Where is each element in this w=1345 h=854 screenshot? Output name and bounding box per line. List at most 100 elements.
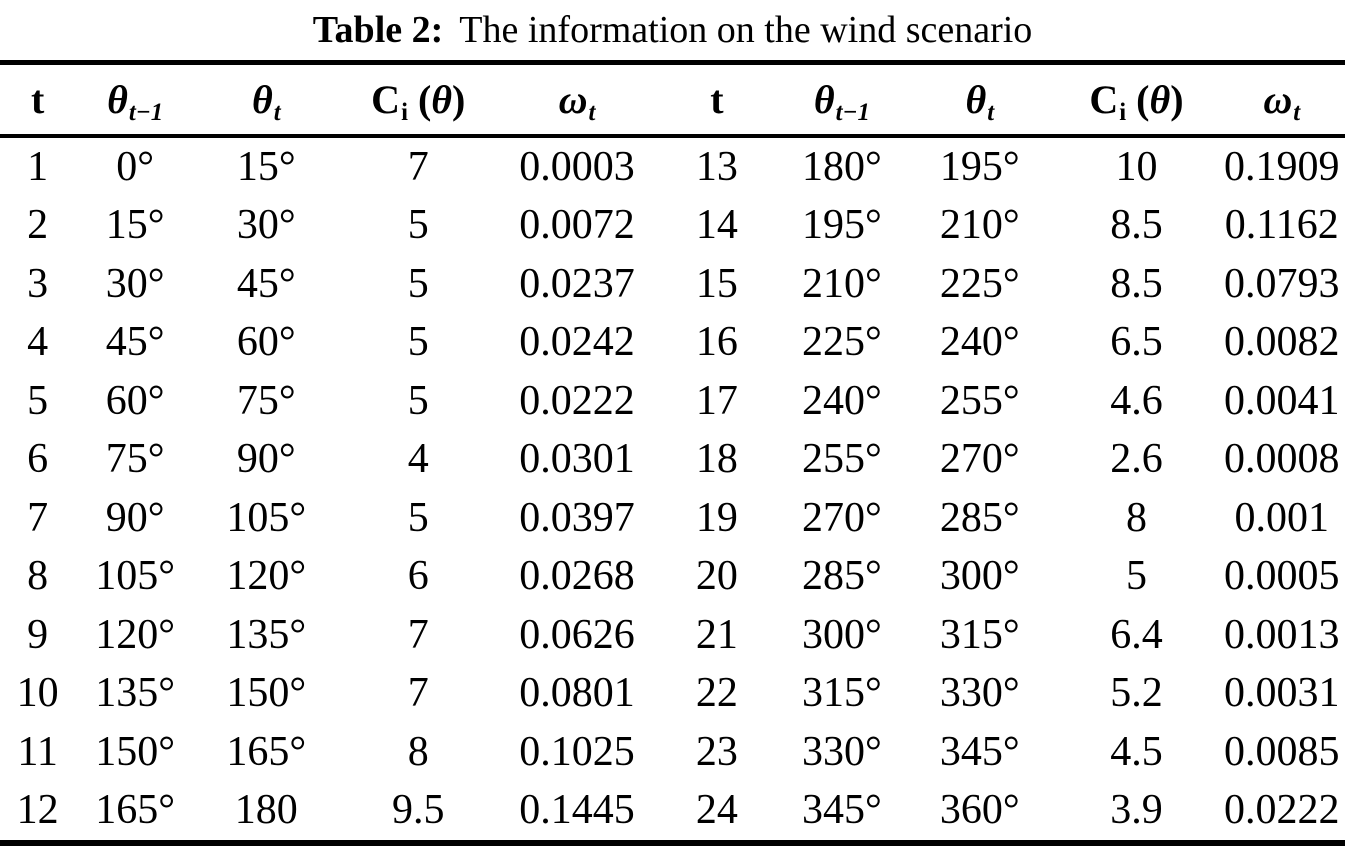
table-cell: 285° [939, 494, 1020, 541]
table-cell: 3.9 [1110, 787, 1163, 834]
table-cell: 4 [27, 319, 49, 366]
table-cell: 90° [105, 494, 165, 541]
table-cell: 2 [27, 202, 49, 249]
table-cell: 6.4 [1110, 611, 1163, 658]
table-cell: 180° [802, 143, 882, 190]
table-cell: 0.0801 [519, 670, 635, 717]
table-cell: 8 [407, 728, 429, 775]
table-row: 11 150° 165° 8 0.1025 23 330° 345° 4.5 0.0085 [0, 723, 1345, 782]
table-row: 5 60° 75° 5 0.0222 17 240° 255° 4.6 0.0041 [0, 372, 1345, 431]
table-cell: 0.0085 [1224, 728, 1340, 775]
column-header: ωt [1263, 76, 1301, 126]
table-row: 12 165° 180 9.5 0.1445 24 345° 360° 3.9 0.0222 [0, 781, 1345, 843]
table-cell: 16 [695, 319, 738, 366]
column-header: θt [251, 76, 281, 126]
table-cell: 8.5 [1110, 260, 1163, 307]
wind-scenario-table: t θt−1 θt Ci (θ) ωt t θt−1 θt Ci (θ) ωt 1 0° 15° 7 0.… [0, 60, 1345, 846]
table-cell: 240° [802, 377, 882, 424]
table-cell: 15 [695, 260, 738, 307]
table-cell: 180 [234, 787, 298, 834]
table-cell: 0.001 [1234, 494, 1330, 541]
table-row: 9 120° 135° 7 0.0626 21 300° 315° 6.4 0.0013 [0, 606, 1345, 665]
table-row: 3 30° 45° 5 0.0237 15 210° 225° 8.5 0.0793 [0, 255, 1345, 314]
table-cell: 9.5 [392, 787, 445, 834]
table-cell: 315° [939, 611, 1020, 658]
table-cell: 255° [802, 436, 882, 483]
table-cell: 315° [802, 670, 882, 717]
table-cell: 4.6 [1110, 377, 1163, 424]
table-cell: 45° [105, 319, 165, 366]
table-row: 2 15° 30° 5 0.0072 14 195° 210° 8.5 0.1162 [0, 196, 1345, 255]
column-header: ωt [558, 76, 596, 126]
table-cell: 7 [407, 670, 429, 717]
table-cell: 165° [226, 728, 307, 775]
table-cell: 225° [802, 319, 882, 366]
table-cell: 0.1025 [519, 728, 635, 775]
table-row: 6 75° 90° 4 0.0301 18 255° 270° 2.6 0.0008 [0, 430, 1345, 489]
table-cell: 9 [27, 611, 49, 658]
table-cell: 210° [939, 202, 1020, 249]
table-cell: 345° [802, 787, 882, 834]
table-cell: 0.1909 [1224, 143, 1340, 190]
table-cell: 7 [407, 143, 429, 190]
table-cell: 270° [939, 436, 1020, 483]
table-cell: 75° [236, 377, 296, 424]
table-cell: 0.0222 [1224, 787, 1340, 834]
table-cell: 0.0003 [519, 143, 635, 190]
table-cell: 0.0397 [519, 494, 635, 541]
table-cell: 270° [802, 494, 882, 541]
table-cell: 285° [802, 553, 882, 600]
table-cell: 90° [236, 436, 296, 483]
table-cell: 0° [116, 143, 155, 190]
table-cell: 23 [695, 728, 738, 775]
table-header: t θt−1 θt Ci (θ) ωt t θt−1 θt Ci (θ) ωt [0, 63, 1345, 136]
table-cell: 24 [695, 787, 738, 834]
table-cell: 0.0242 [519, 319, 635, 366]
table-cell: 7 [27, 494, 49, 541]
table-cell: 8.5 [1110, 202, 1163, 249]
table-cell: 30° [105, 260, 165, 307]
table-cell: 135° [226, 611, 307, 658]
table-cell: 30° [236, 202, 296, 249]
table-body: 1 0° 15° 7 0.0003 13 180° 195° 10 0.1909 2 15° 30° 5 0… [0, 136, 1345, 843]
table-caption-label: Table 2: [312, 9, 444, 51]
table-cell: 165° [95, 787, 176, 834]
table-cell: 120° [226, 553, 307, 600]
table-cell: 4.5 [1110, 728, 1163, 775]
table-cell: 7 [407, 611, 429, 658]
table-cell: 20 [695, 553, 738, 600]
table-cell: 11 [17, 728, 58, 775]
table-cell: 360° [939, 787, 1020, 834]
table-row: 1 0° 15° 7 0.0003 13 180° 195° 10 0.1909 [0, 136, 1345, 197]
table-cell: 3 [27, 260, 49, 307]
table-cell: 300° [939, 553, 1020, 600]
table-caption: Table 2: The information on the wind scen… [0, 0, 1345, 60]
table-cell: 17 [695, 377, 738, 424]
table-cell: 0.0008 [1224, 436, 1340, 483]
table-cell: 10 [1115, 143, 1158, 190]
table-cell: 345° [939, 728, 1020, 775]
table-cell: 0.0005 [1224, 553, 1340, 600]
table-row: 7 90° 105° 5 0.0397 19 270° 285° 8 0.001 [0, 489, 1345, 548]
table-cell: 0.0237 [519, 260, 635, 307]
column-header: θt−1 [107, 76, 164, 126]
table-cell: 6 [407, 553, 429, 600]
table-cell: 15° [105, 202, 165, 249]
table-cell: 21 [695, 611, 738, 658]
table-cell: 5 [407, 494, 429, 541]
column-header: t [710, 76, 724, 122]
table-cell: 0.1162 [1224, 202, 1339, 249]
table-cell: 18 [695, 436, 738, 483]
table-row: 10 135° 150° 7 0.0801 22 315° 330° 5.2 0.0031 [0, 664, 1345, 723]
table-cell: 6.5 [1110, 319, 1163, 366]
table-cell: 0.0072 [519, 202, 635, 249]
table-cell: 0.0031 [1224, 670, 1340, 717]
table-cell: 14 [695, 202, 738, 249]
table-cell: 0.0793 [1224, 260, 1340, 307]
table-cell: 5.2 [1110, 670, 1163, 717]
table-cell: 4 [407, 436, 429, 483]
table-cell: 5 [407, 260, 429, 307]
table-cell: 5 [407, 377, 429, 424]
table-cell: 0.0013 [1224, 611, 1340, 658]
